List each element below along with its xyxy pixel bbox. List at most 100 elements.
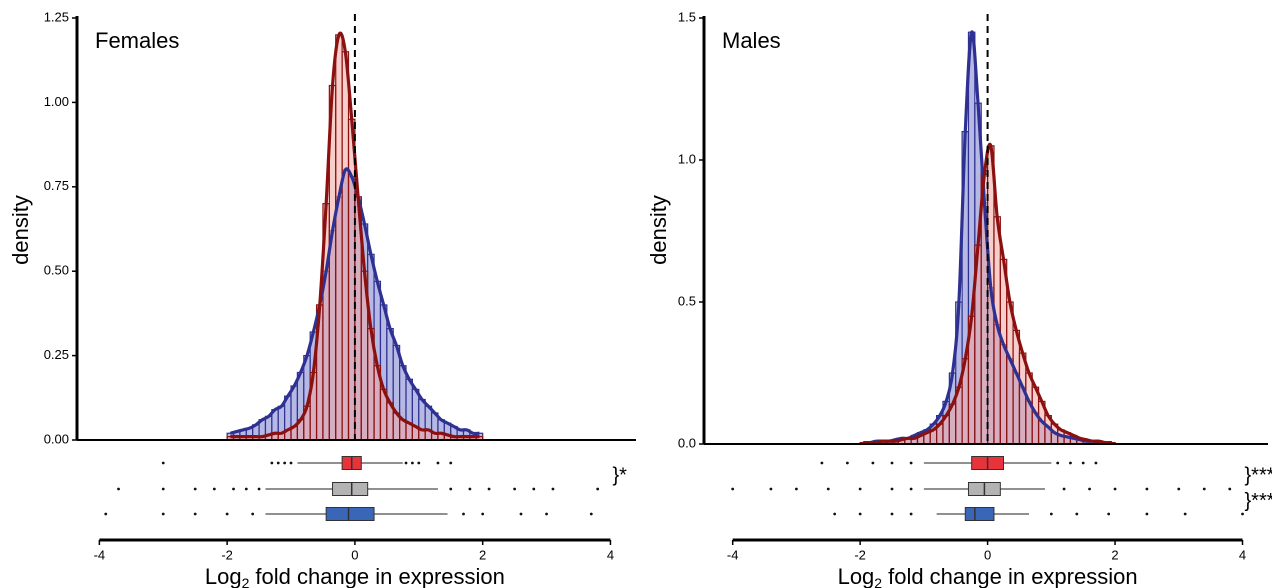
outlier [1177, 487, 1181, 491]
outlier [193, 487, 197, 491]
outlier [890, 487, 894, 491]
box [325, 507, 375, 521]
outlier [845, 461, 849, 465]
significance: }*** [1245, 490, 1272, 512]
outlier [871, 461, 875, 465]
outlier [1081, 461, 1085, 465]
outlier [462, 512, 465, 516]
histogram-bar [1018, 352, 1027, 445]
outlier [244, 487, 248, 491]
outlier [117, 487, 120, 491]
x-tick-label: -2 [854, 547, 866, 562]
outlier [795, 487, 798, 491]
y-tick-label: 0.75 [44, 178, 69, 193]
box [964, 507, 995, 521]
outlier [1088, 487, 1091, 491]
outlier [820, 461, 824, 465]
outlier [1202, 487, 1206, 491]
outlier [1113, 487, 1117, 491]
histogram-bar [335, 34, 343, 441]
x-tick-label: -4 [94, 547, 106, 562]
y-tick-label: 1.25 [44, 9, 69, 24]
outlier [519, 512, 523, 516]
outlier [257, 487, 261, 491]
outlier [513, 487, 517, 491]
x-axis-label: Log2 fold change in expression [838, 564, 1138, 588]
outlier [212, 487, 216, 491]
x-label-sub: 2 [242, 575, 250, 588]
x-label-main: Log [205, 564, 242, 588]
outlier [289, 461, 293, 465]
outlier [468, 487, 472, 491]
x-label-rest: fold change in expression [888, 564, 1138, 588]
x-tick-label: -4 [727, 547, 739, 562]
outlier [769, 487, 773, 491]
outlier [411, 461, 414, 465]
significance: }*** [1245, 464, 1272, 486]
y-tick-label: 0.25 [44, 347, 69, 362]
outlier [1069, 461, 1072, 465]
x-tick-label: 4 [607, 547, 614, 562]
x-tick-label: 2 [1111, 547, 1118, 562]
x-tick-label: 0 [351, 547, 358, 562]
outlier [1049, 512, 1053, 516]
outlier [1183, 512, 1187, 516]
outlier [858, 487, 862, 491]
x-label-sub: 2 [874, 575, 882, 588]
outlier [276, 461, 280, 465]
outlier [826, 487, 830, 491]
density-curve [863, 142, 1112, 445]
x-tick-label: 4 [1239, 547, 1246, 562]
outlier [545, 512, 548, 516]
outlier [858, 512, 862, 516]
x-axis-label: Log2 fold change in expression [205, 564, 505, 588]
outlier [283, 461, 287, 465]
panel-title: Females [95, 28, 179, 53]
histogram-bar [1012, 329, 1021, 445]
significance: }* [612, 464, 627, 486]
density-curve [230, 31, 480, 439]
outlier [551, 487, 555, 491]
outlier [436, 461, 440, 465]
x-tick-label: 0 [984, 547, 991, 562]
outlier [251, 512, 255, 516]
y-axis-label: density [646, 195, 671, 265]
histogram-bar [341, 51, 350, 441]
x-label-main: Log [838, 564, 875, 588]
outlier [161, 512, 165, 516]
outlier [833, 512, 837, 516]
outlier [1107, 512, 1111, 516]
outlier [1241, 512, 1244, 516]
outlier [225, 512, 229, 516]
y-tick-label: 1.00 [44, 94, 69, 109]
x-tick-label: 2 [479, 547, 486, 562]
x-tick-label: -2 [221, 547, 233, 562]
outlier [890, 512, 894, 516]
y-tick-label: 0.0 [678, 435, 696, 450]
y-tick-label: 0.5 [678, 293, 696, 308]
outlier [193, 512, 197, 516]
outlier [909, 461, 913, 465]
x-label-rest: fold change in expression [255, 564, 505, 588]
outlier [1228, 487, 1232, 491]
outlier [161, 461, 165, 465]
histogram-bar [1006, 301, 1014, 445]
outlier [1056, 461, 1060, 465]
outlier [481, 512, 485, 516]
y-tick-label: 1.0 [678, 151, 696, 166]
outlier [909, 512, 913, 516]
y-tick-label: 1.5 [678, 9, 696, 24]
outlier [487, 487, 491, 491]
outlier [909, 487, 913, 491]
outlier [589, 512, 593, 516]
outlier [270, 461, 274, 465]
outlier [161, 487, 165, 491]
outlier [1062, 487, 1066, 491]
outlier [1075, 512, 1079, 516]
outlier [532, 487, 536, 491]
outlier [1145, 512, 1149, 516]
panel-title: Males [722, 28, 781, 53]
outlier [890, 461, 894, 465]
outlier [449, 461, 453, 465]
